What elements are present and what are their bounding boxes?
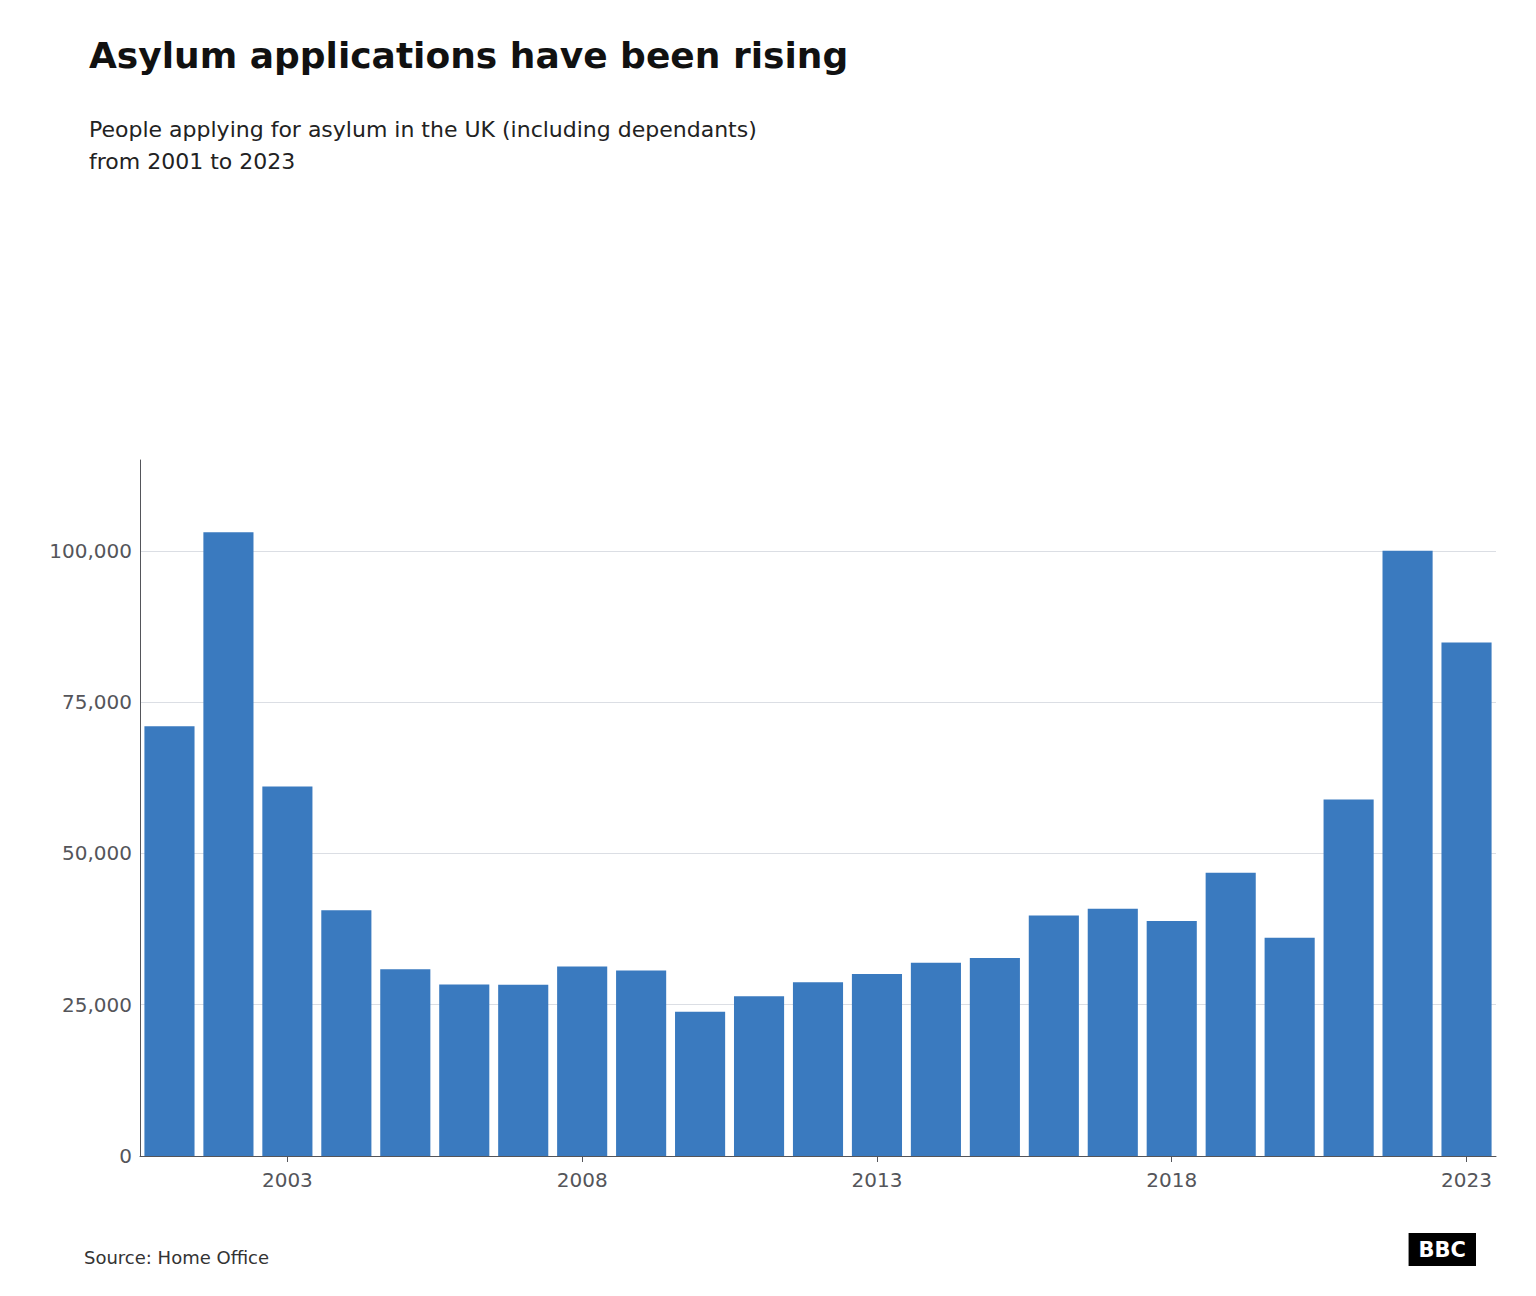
svg-text:2008: 2008 <box>557 1168 608 1192</box>
svg-text:People applying for asylum in: People applying for asylum in the UK (in… <box>89 117 757 142</box>
svg-text:75,000: 75,000 <box>62 690 132 714</box>
svg-text:100,000: 100,000 <box>49 539 132 563</box>
svg-text:2003: 2003 <box>262 1168 313 1192</box>
svg-text:25,000: 25,000 <box>62 993 132 1017</box>
svg-text:from 2001 to 2023: from 2001 to 2023 <box>89 149 295 174</box>
svg-text:0: 0 <box>119 1144 132 1168</box>
svg-text:Source: Home Office: Source: Home Office <box>84 1247 269 1268</box>
svg-text:BBC: BBC <box>1419 1238 1466 1262</box>
svg-text:Asylum applications have been: Asylum applications have been rising <box>89 35 848 76</box>
svg-text:2023: 2023 <box>1441 1168 1492 1192</box>
svg-text:2013: 2013 <box>852 1168 903 1192</box>
svg-text:50,000: 50,000 <box>62 841 132 865</box>
svg-text:2018: 2018 <box>1146 1168 1197 1192</box>
